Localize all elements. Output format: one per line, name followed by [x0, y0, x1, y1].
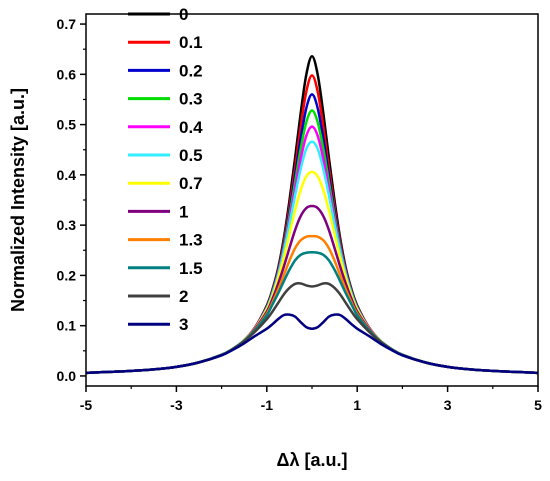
legend-label: 3: [179, 315, 188, 334]
y-tick-label: 0.7: [57, 16, 77, 32]
x-axis-label: Δλ [a.u.]: [277, 450, 348, 470]
x-tick-label: -3: [170, 397, 183, 413]
series-line-1-5: [85, 251, 539, 375]
series-line-1-3: [85, 234, 539, 375]
y-tick-label: 0.1: [57, 318, 77, 334]
x-tick-label: 5: [534, 397, 542, 413]
axis-ticks: -5 -3 -1 1 3 5 0.0 0.1 0.2 0.3 0.4 0.5 0.6 0.7: [57, 16, 543, 413]
y-tick-label: 0.0: [57, 368, 77, 384]
x-tick-label: 1: [353, 397, 361, 413]
x-tick-label: -5: [80, 397, 93, 413]
x-tick-label: -1: [261, 397, 274, 413]
x-tick-label: 3: [444, 397, 452, 413]
y-tick-label: 0.6: [57, 66, 77, 82]
series-line-0-4: [85, 125, 539, 375]
series-lines: [85, 54, 539, 375]
series-line-3: [85, 313, 539, 375]
y-tick-label: 0.4: [57, 167, 77, 183]
y-tick-label: 0.3: [57, 217, 77, 233]
y-tick-label: 0.5: [57, 117, 77, 133]
legend-label: 1.3: [179, 231, 203, 250]
legend-label: 1.5: [179, 259, 203, 278]
legend-label: 0.2: [179, 61, 203, 80]
legend: 0 0.1 0.2 0.3 0.4 0.5 0.7 1 1.3 1.5 2 3: [128, 5, 203, 334]
legend-label: 0.4: [179, 118, 203, 137]
series-line-1: [85, 204, 539, 375]
series-line-0-3: [85, 109, 539, 375]
y-axis-label: Normalized Intensity [a.u.]: [8, 88, 28, 312]
legend-label: 0.5: [179, 146, 203, 165]
legend-label: 0: [179, 5, 188, 24]
series-line-0-7: [85, 170, 539, 375]
legend-label: 0.3: [179, 90, 203, 109]
legend-label: 0.1: [179, 33, 203, 52]
legend-label: 0.7: [179, 174, 203, 193]
legend-label: 1: [179, 202, 188, 221]
series-line-0-2: [85, 93, 539, 375]
legend-label: 2: [179, 287, 188, 306]
series-line-0-5: [85, 140, 539, 375]
y-tick-label: 0.2: [57, 267, 77, 283]
